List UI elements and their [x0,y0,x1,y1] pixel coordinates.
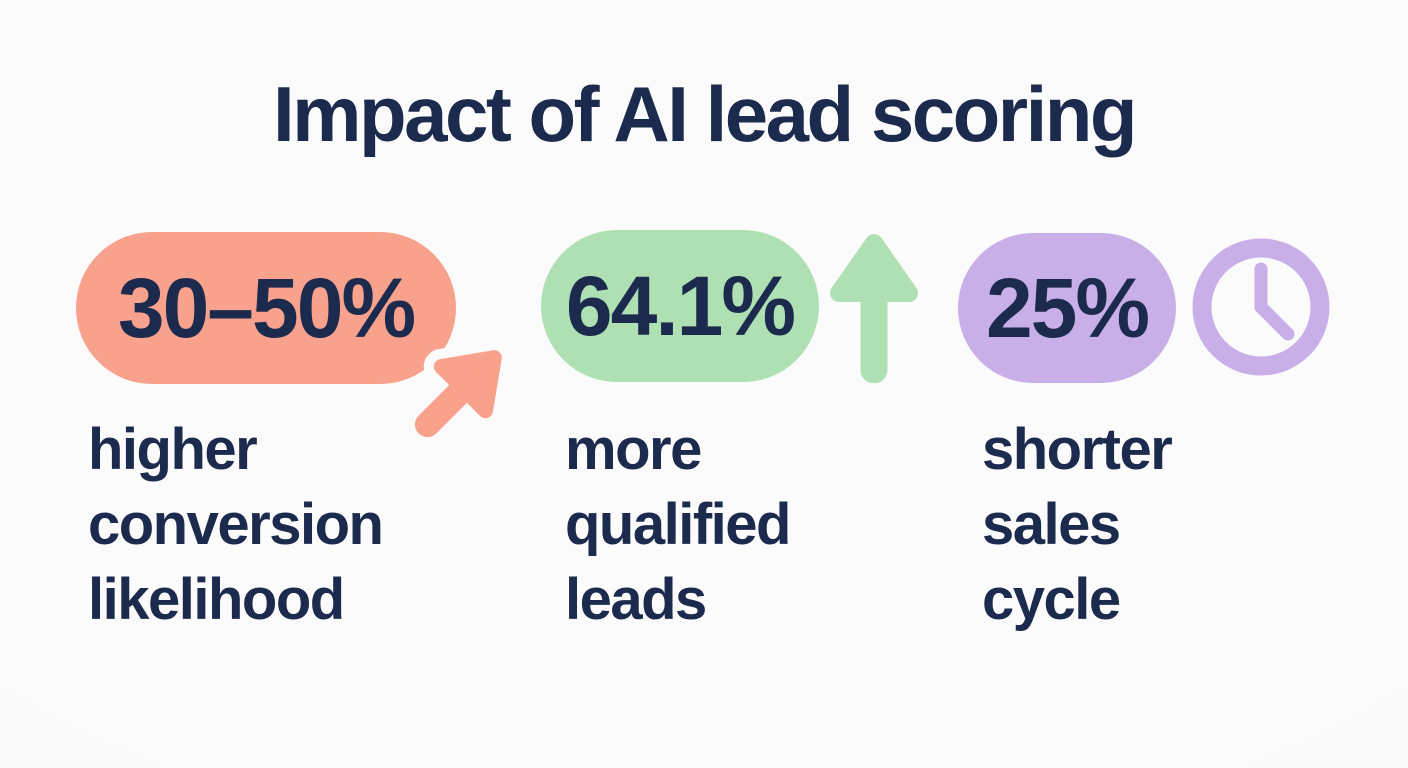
stat-pill-conversion: 30–50% [76,232,456,384]
stat-label-leads: more qualified leads [565,417,791,632]
stat-label-cycle: shorter sales cycle [982,417,1173,632]
arrow-up-icon [830,234,918,383]
stat-value: 64.1% [565,258,796,353]
page-title: Impact of AI lead scoring [272,70,1138,158]
stat-value: 30–50% [117,260,416,355]
clock-icon [1192,238,1330,376]
stat-label-conversion: higher conversion likelihood [88,417,384,632]
stat-pill-leads: 64.1% [541,230,819,382]
arrow-up-right-icon [404,340,512,448]
stat-pill-cycle: 25% [958,233,1176,383]
stat-value: 25% [985,260,1150,355]
